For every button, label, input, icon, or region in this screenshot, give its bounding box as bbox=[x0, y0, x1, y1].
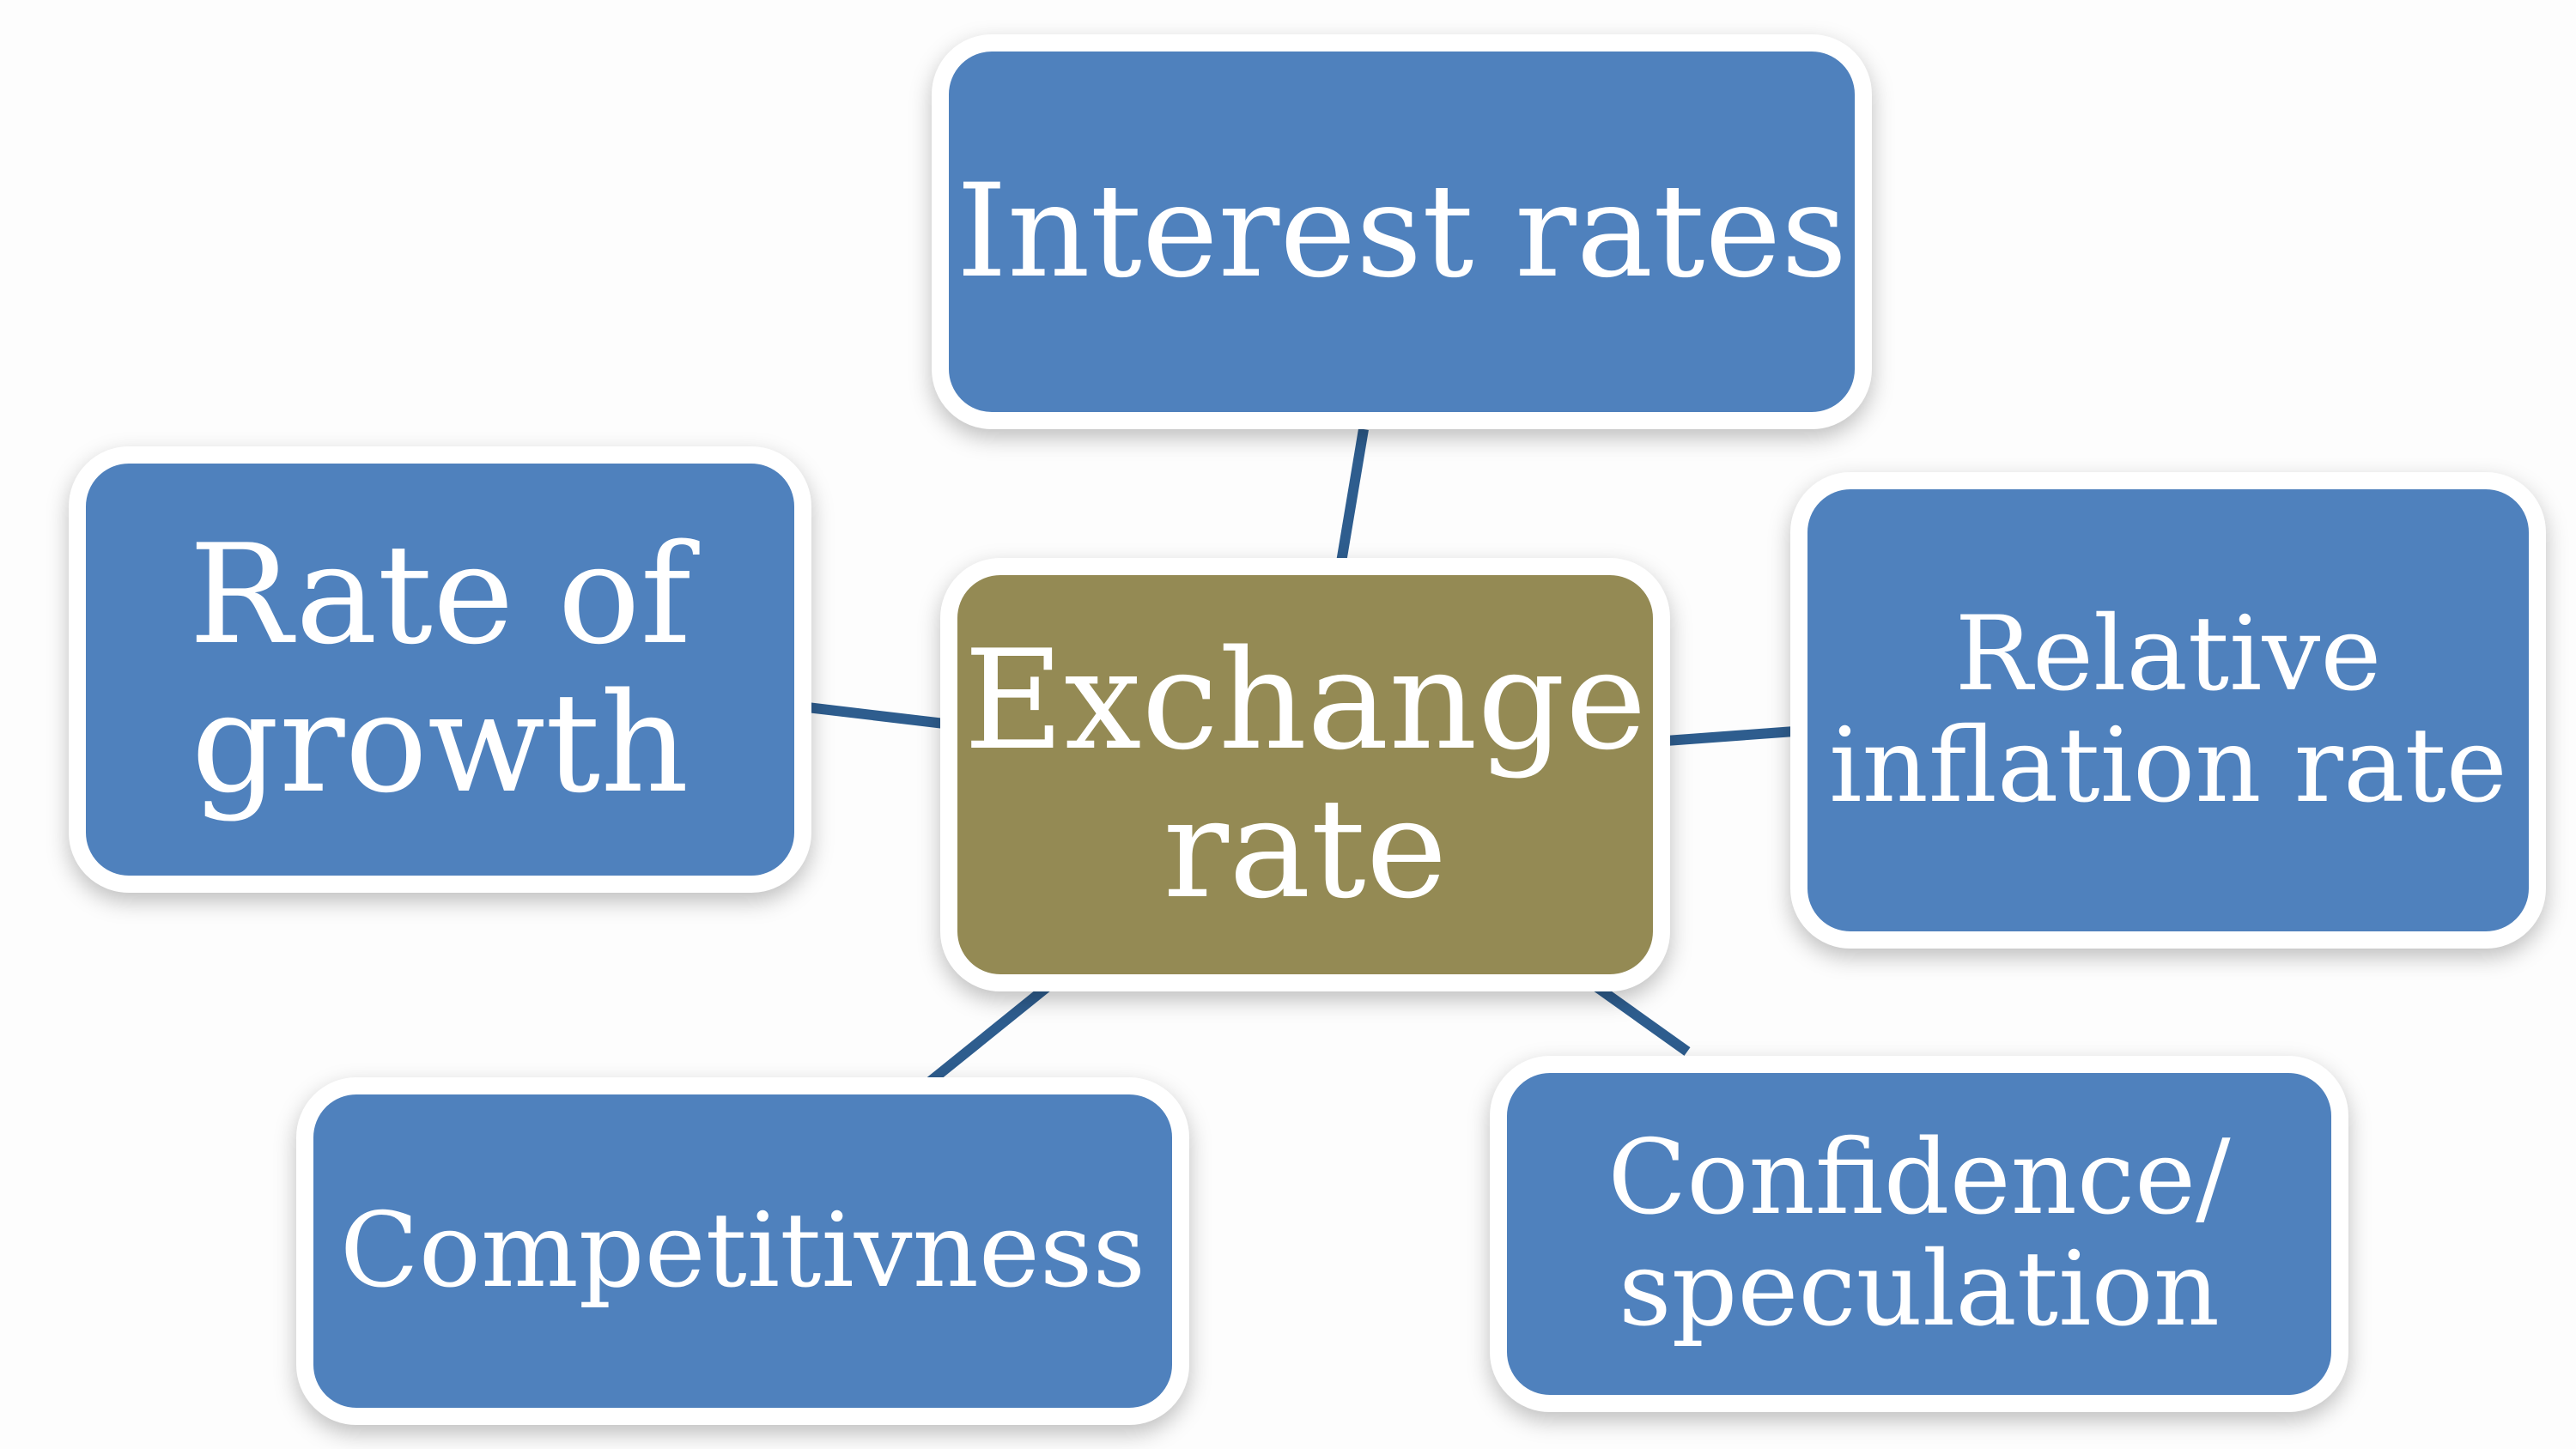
connector-interest bbox=[1336, 428, 1369, 563]
factor-relative-inflation-rate: Relative inflation rate bbox=[1790, 472, 2546, 949]
factor-relative-inflation-rate-label: Relative inflation rate bbox=[1829, 594, 2507, 826]
center-exchange-rate: Exchange rate bbox=[940, 558, 1670, 991]
factor-rate-of-growth: Rate of growth bbox=[69, 446, 811, 893]
connector-competitiveness bbox=[927, 977, 1058, 1086]
connector-confidence bbox=[1585, 977, 1691, 1056]
connector-inflation bbox=[1665, 726, 1795, 746]
center-exchange-rate-label: Exchange rate bbox=[963, 619, 1647, 929]
factor-confidence-speculation-label: Confidence/ speculation bbox=[1607, 1118, 2231, 1349]
factor-competitiveness: Competitivness bbox=[296, 1077, 1189, 1425]
factor-interest-rates-label: Interest rates bbox=[956, 157, 1848, 306]
factor-confidence-speculation: Confidence/ speculation bbox=[1490, 1056, 2348, 1412]
factor-rate-of-growth-label: Rate of growth bbox=[189, 514, 691, 823]
connector-growth bbox=[806, 702, 945, 729]
factor-interest-rates: Interest rates bbox=[932, 34, 1872, 429]
factor-competitiveness-label: Competitivness bbox=[339, 1191, 1146, 1311]
